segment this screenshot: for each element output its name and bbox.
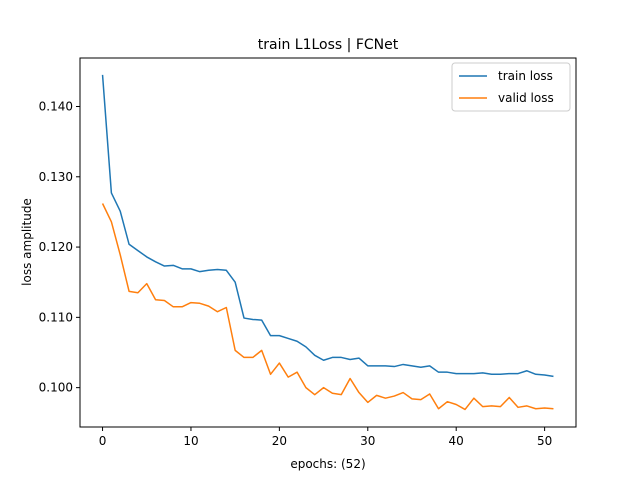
series-layer xyxy=(101,74,554,411)
x-tick-label: 40 xyxy=(449,434,464,448)
x-tick-label: 50 xyxy=(537,434,552,448)
x-tick-label: 0 xyxy=(99,434,107,448)
series-line-valid xyxy=(101,203,554,411)
legend-box xyxy=(451,62,571,112)
y-tick-label: 0.110 xyxy=(39,310,73,324)
x-tick-label: 10 xyxy=(183,434,198,448)
y-axis-label: loss amplitude xyxy=(20,198,34,286)
y-tick-label: 0.120 xyxy=(39,240,73,254)
y-tick-label: 0.130 xyxy=(39,170,73,184)
x-axis: 0 10 20 30 40 50 xyxy=(99,427,552,448)
legend: train loss valid loss xyxy=(451,62,571,112)
series-line-train xyxy=(101,74,554,378)
chart-title: train L1Loss | FCNet xyxy=(258,37,399,53)
y-tick-label: 0.140 xyxy=(39,99,73,113)
y-tick-label: 0.100 xyxy=(39,381,73,395)
y-axis: 0.100 0.110 0.120 0.130 0.140 xyxy=(39,99,80,395)
x-tick-label: 30 xyxy=(360,434,375,448)
legend-label-train: train loss xyxy=(498,69,553,83)
legend-label-valid: valid loss xyxy=(498,91,554,105)
plot-frame xyxy=(79,57,577,428)
x-axis-label: epochs: (52) xyxy=(290,457,365,471)
x-tick-label: 20 xyxy=(272,434,287,448)
